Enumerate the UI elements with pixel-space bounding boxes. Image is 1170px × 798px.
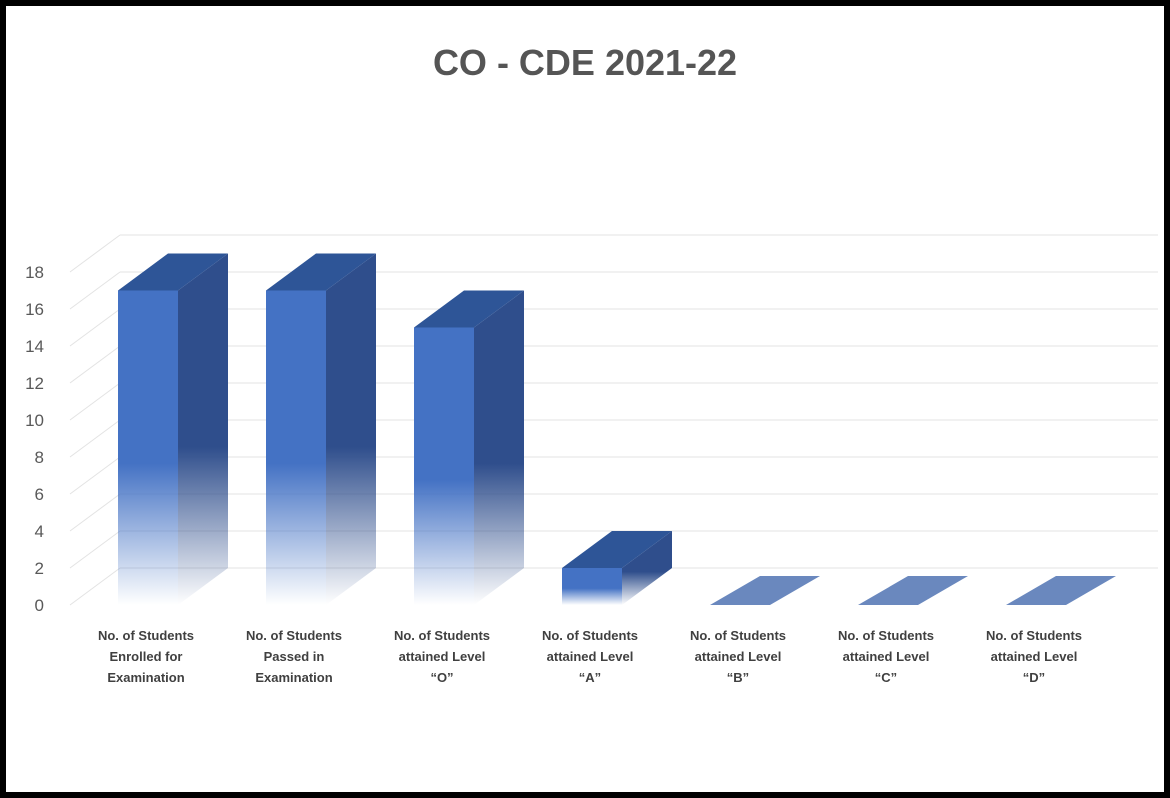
- gridline-diagonal: [69, 234, 121, 273]
- bar-front: [118, 290, 178, 605]
- bar-front: [266, 290, 326, 605]
- x-category-label: No. of Students Passed in Examination: [246, 628, 342, 685]
- bar-side: [178, 253, 228, 605]
- bar: [858, 576, 968, 605]
- bar-front: [562, 568, 622, 605]
- bar-side: [622, 531, 672, 605]
- gridline-diagonal: [69, 271, 121, 310]
- gridline-diagonal: [69, 530, 121, 569]
- gridline-diagonal: [69, 419, 121, 458]
- bar-top: [1006, 576, 1116, 605]
- bar-top: [858, 576, 968, 605]
- gridline-diagonal: [69, 456, 121, 495]
- bar-top: [414, 290, 524, 328]
- bar: [1006, 576, 1116, 605]
- x-category-label: No. of Students attained Level “D”: [986, 628, 1082, 685]
- y-tick-label: 2: [35, 559, 44, 578]
- y-tick-label: 10: [25, 411, 44, 430]
- y-tick-label: 12: [25, 374, 44, 393]
- bar-top: [710, 576, 820, 605]
- bar: [562, 531, 672, 605]
- x-category-label: No. of Students attained Level “B”: [690, 628, 786, 685]
- gridline-diagonal: [69, 308, 121, 347]
- y-tick-label: 6: [35, 485, 44, 504]
- bar: [414, 290, 524, 605]
- gridline-diagonal: [69, 493, 121, 532]
- y-tick-label: 4: [35, 522, 44, 541]
- x-category-label: No. of Students attained Level “O”: [394, 628, 490, 685]
- x-category-label: No. of Students attained Level “C”: [838, 628, 934, 685]
- bar-top: [266, 253, 376, 291]
- gridline-diagonal: [69, 567, 121, 606]
- chart-title: CO - CDE 2021-22: [432, 42, 738, 83]
- bar-side: [474, 290, 524, 605]
- bar-top: [118, 253, 228, 291]
- bar-front: [414, 327, 474, 605]
- bar-side: [326, 253, 376, 605]
- bar: [266, 253, 376, 605]
- y-tick-label: 8: [35, 448, 44, 467]
- bar-top: [562, 531, 672, 568]
- y-tick-label: 14: [25, 337, 44, 356]
- x-category-label: No. of Students Enrolled for Examination: [98, 628, 194, 685]
- bar: [118, 253, 228, 605]
- gridline-diagonal: [69, 382, 121, 421]
- y-tick-label: 18: [25, 263, 44, 282]
- bar: [710, 576, 820, 605]
- y-tick-label: 16: [25, 300, 44, 319]
- x-category-label: No. of Students attained Level “A”: [542, 628, 638, 685]
- y-tick-label: 0: [35, 596, 44, 615]
- gridline-diagonal: [69, 345, 121, 384]
